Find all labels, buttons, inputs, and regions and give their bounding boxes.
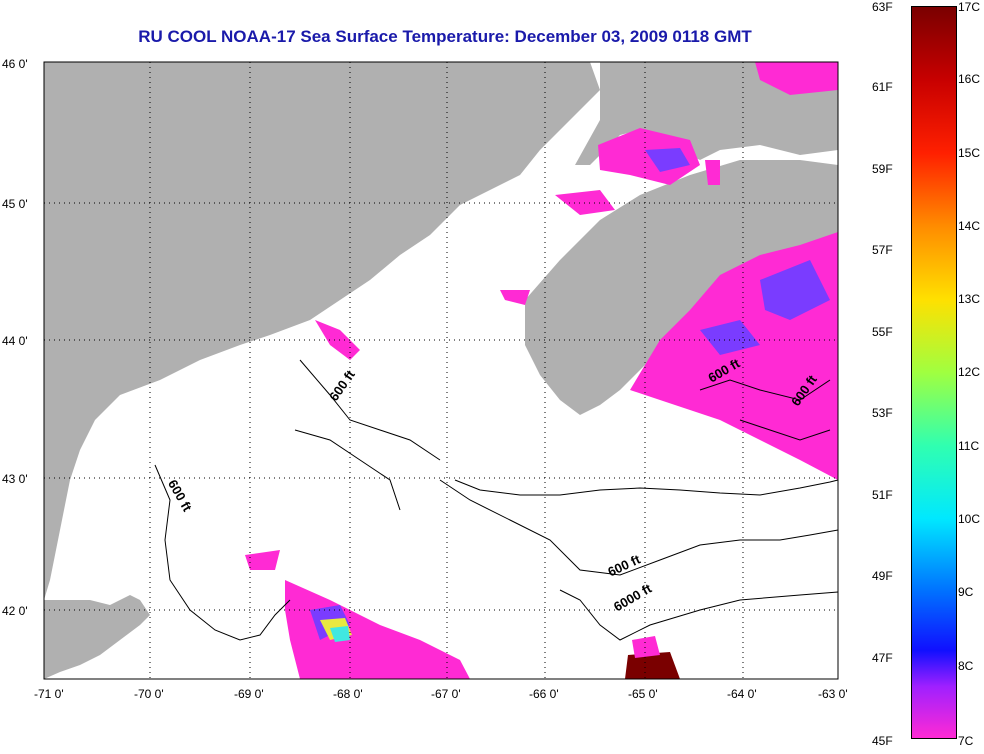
colorbar-c-label: 10C [958,512,981,526]
lon-tick: -67 0' [431,687,461,701]
colorbar-f-label: 61F [872,80,893,94]
contour-lines [154,359,839,641]
lon-tick: -69 0' [234,687,264,701]
lon-tick: -66 0' [529,687,559,701]
colorbar-f-label: 55F [872,325,893,339]
temperature-colorbar [911,6,957,739]
land-maine [44,62,600,600]
colorbar-f-label: 49F [872,569,893,583]
land-cape-cod [44,595,150,679]
colorbar-f-label: 45F [872,734,893,748]
lat-tick: 46 0' [2,57,28,71]
lon-tick: -71 0' [34,687,64,701]
land-nova-scotia [525,160,838,415]
colorbar-f-label: 53F [872,406,893,420]
colorbar-c-label: 16C [958,72,981,86]
lon-tick: -70 0' [134,687,164,701]
sst-patches [245,62,838,679]
colorbar-c-label: 15C [958,146,981,160]
map-title: RU COOL NOAA-17 Sea Surface Temperature:… [138,27,752,46]
colorbar-c-label: 14C [958,219,981,233]
lon-tick: -63 0' [818,687,848,701]
colorbar-c-label: 9C [958,585,974,599]
colorbar-c-label: 17C [958,0,981,14]
colorbar-f-label: 63F [872,0,893,14]
lat-tick: 44 0' [2,334,28,348]
lon-tick: -68 0' [333,687,363,701]
colorbar-f-label: 47F [872,651,893,665]
lon-tick: -64 0' [727,687,757,701]
colorbar-f-label: 59F [872,162,893,176]
colorbar-c-label: 8C [958,659,974,673]
colorbar-f-label: 57F [872,243,893,257]
lat-tick: 45 0' [2,197,28,211]
colorbar-f-label: 51F [872,488,893,502]
land-ns-north [575,62,838,165]
colorbar-c-label: 11C [958,439,980,453]
colorbar-c-label: 12C [958,365,981,379]
colorbar-c-label: 13C [958,292,981,306]
lat-tick: 42 0' [2,604,28,618]
lat-tick: 43 0' [2,472,28,486]
lon-tick: -65 0' [628,687,658,701]
colorbar-c-label: 7C [958,734,974,748]
